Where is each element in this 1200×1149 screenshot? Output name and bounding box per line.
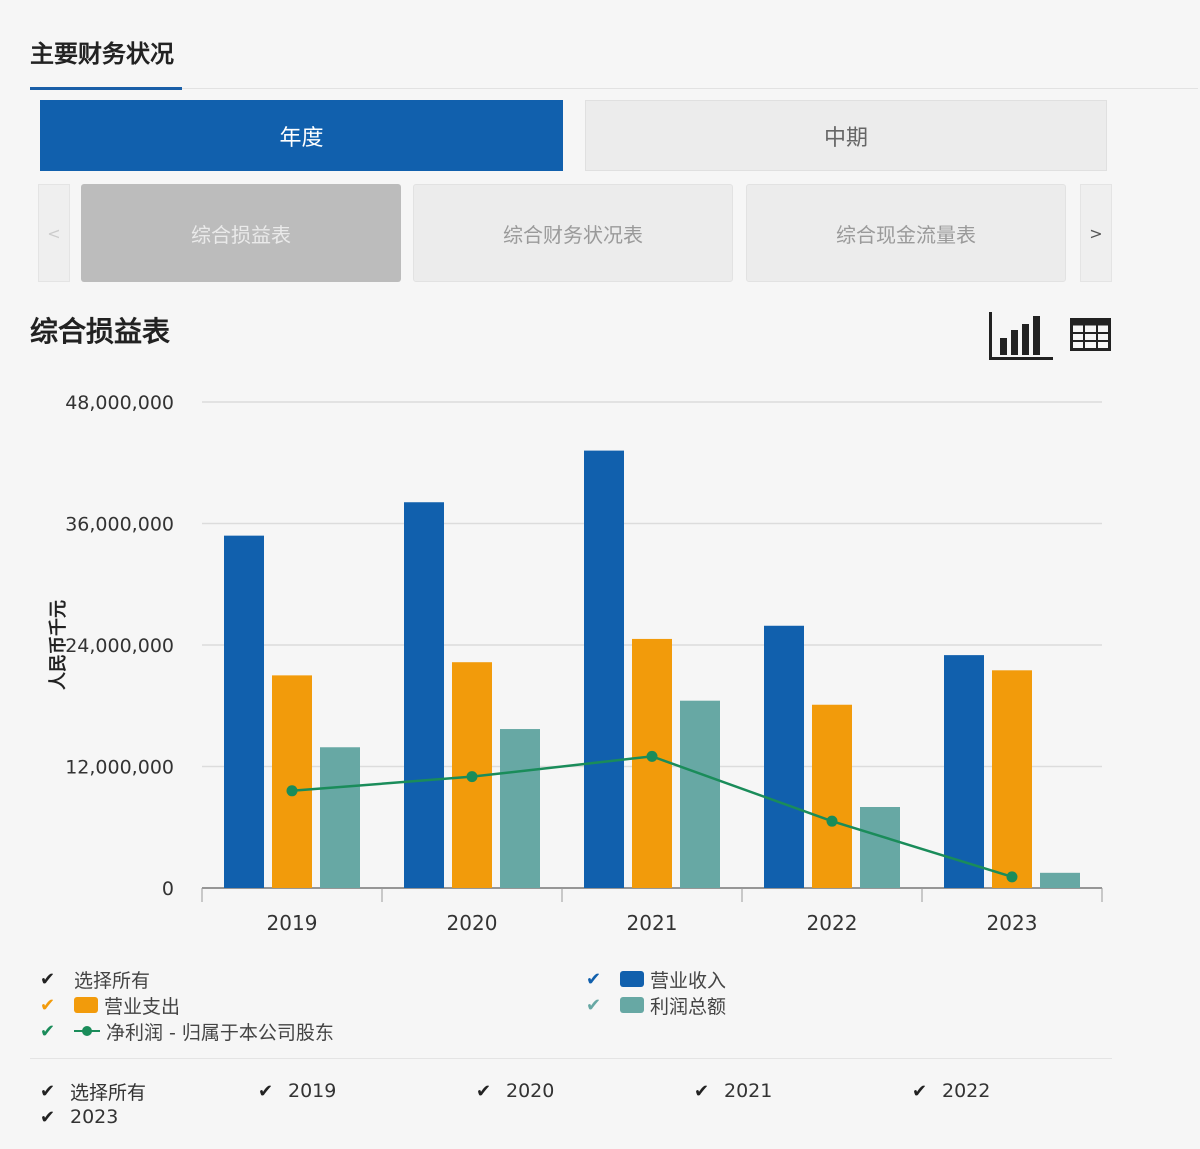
year-filter-label: 2020 xyxy=(506,1080,555,1102)
net-profit-point-2022 xyxy=(826,815,838,827)
year-filter-label: 2019 xyxy=(288,1080,337,1102)
net-profit-point-2020 xyxy=(466,771,478,783)
legend-swatch-profit xyxy=(620,997,644,1013)
tab-income-statement[interactable]: 综合损益表 xyxy=(81,184,401,282)
bar-revenue-2020 xyxy=(404,502,444,888)
net-profit-point-2023 xyxy=(1006,871,1018,883)
x-tick-label: 2023 xyxy=(987,911,1038,935)
legend-swatch-net-profit xyxy=(74,1023,100,1039)
y-tick-label: 12,000,000 xyxy=(65,757,174,779)
net-profit-point-2019 xyxy=(286,785,298,797)
year-filter-2023[interactable]: ✔ 2023 xyxy=(40,1104,118,1130)
bar-profit-2019 xyxy=(320,747,360,888)
chart-title: 综合损益表 xyxy=(30,315,171,348)
legend-label-net-profit: 净利润 - 归属于本公司股东 xyxy=(106,1021,334,1044)
year-filter-2021[interactable]: ✔ 2021 xyxy=(694,1078,772,1104)
legend-swatch-expense xyxy=(74,997,98,1013)
check-icon: ✔ xyxy=(40,968,56,990)
x-tick-label: 2021 xyxy=(627,911,678,935)
year-filter-2022[interactable]: ✔ 2022 xyxy=(912,1078,990,1104)
bar-profit-2022 xyxy=(860,807,900,888)
year-filter-2019[interactable]: ✔ 2019 xyxy=(258,1078,336,1104)
year-filter-2020[interactable]: ✔ 2020 xyxy=(476,1078,554,1104)
legend-item-net-profit[interactable]: ✔ 净利润 - 归属于本公司股东 xyxy=(40,1018,334,1044)
y-tick-label: 0 xyxy=(162,878,174,900)
legend-item-expense[interactable]: ✔ 营业支出 xyxy=(40,992,180,1018)
tab-cash-flow[interactable]: 综合现金流量表 xyxy=(746,184,1066,282)
section-title: 主要财务状况 xyxy=(30,40,174,68)
legend-select-all[interactable]: ✔ 选择所有 xyxy=(40,966,150,992)
y-tick-label: 24,000,000 xyxy=(65,635,174,657)
x-tick-label: 2022 xyxy=(807,911,858,935)
check-icon: ✔ xyxy=(258,1080,274,1102)
check-icon: ✔ xyxy=(40,1020,56,1042)
legend-select-all-label: 选择所有 xyxy=(74,969,151,992)
check-icon: ✔ xyxy=(586,994,602,1016)
tab-financial-position[interactable]: 综合财务状况表 xyxy=(413,184,733,282)
check-icon: ✔ xyxy=(694,1080,710,1102)
bar-profit-2020 xyxy=(500,729,540,888)
check-icon: ✔ xyxy=(912,1080,928,1102)
bar-profit-2021 xyxy=(680,700,720,888)
check-icon: ✔ xyxy=(40,994,56,1016)
net-profit-point-2021 xyxy=(646,750,658,762)
title-underline-accent xyxy=(30,87,182,90)
tab-annual[interactable]: 年度 xyxy=(40,100,563,171)
bar-expense-2021 xyxy=(632,638,672,888)
statement-prev-button[interactable]: < xyxy=(38,184,70,282)
income-chart: 0 12,000,000 24,000,000 36,000,000 48,000,00… xyxy=(48,392,1103,935)
legend-item-revenue[interactable]: ✔ 营业收入 xyxy=(586,966,726,992)
bar-expense-2022 xyxy=(812,704,852,888)
title-divider xyxy=(30,88,1198,89)
table-icon[interactable] xyxy=(1070,318,1112,356)
year-filter-select-all[interactable]: ✔ 选择所有 xyxy=(40,1078,146,1104)
y-axis-title: 人民币千元 xyxy=(48,600,69,690)
check-icon: ✔ xyxy=(586,968,602,990)
bar-expense-2023 xyxy=(992,670,1032,888)
y-tick-label: 36,000,000 xyxy=(65,514,174,536)
bar-expense-2019 xyxy=(272,675,312,888)
bar-revenue-2022 xyxy=(764,625,804,888)
bar-revenue-2019 xyxy=(224,535,264,888)
legend-label-profit: 利润总额 xyxy=(650,995,727,1018)
year-filter-label: 2021 xyxy=(724,1080,773,1102)
bar-chart-icon[interactable] xyxy=(988,310,1054,366)
statement-next-button[interactable]: > xyxy=(1080,184,1112,282)
check-icon: ✔ xyxy=(40,1106,56,1128)
legend-label-expense: 营业支出 xyxy=(104,995,181,1018)
year-filter-select-all-label: 选择所有 xyxy=(70,1081,147,1104)
x-tick-label: 2019 xyxy=(267,911,318,935)
bar-revenue-2021 xyxy=(584,450,624,888)
year-filter-label: 2023 xyxy=(70,1106,119,1128)
year-filter-label: 2022 xyxy=(942,1080,991,1102)
bar-profit-2023 xyxy=(1040,872,1080,888)
y-tick-label: 48,000,000 xyxy=(65,392,174,414)
check-icon: ✔ xyxy=(476,1080,492,1102)
legend-divider xyxy=(30,1058,1112,1059)
check-icon: ✔ xyxy=(40,1080,56,1102)
legend-swatch-revenue xyxy=(620,971,644,987)
x-tick-label: 2020 xyxy=(447,911,498,935)
legend-label-revenue: 营业收入 xyxy=(650,969,727,992)
legend-item-profit[interactable]: ✔ 利润总额 xyxy=(586,992,726,1018)
bar-revenue-2023 xyxy=(944,655,984,888)
tab-interim[interactable]: 中期 xyxy=(585,100,1107,171)
